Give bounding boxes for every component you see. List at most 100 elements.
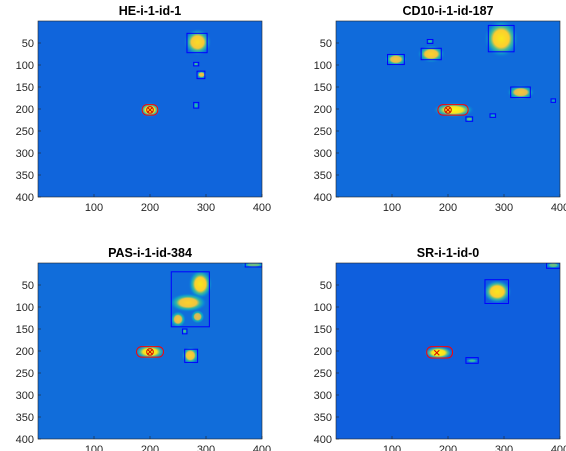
y-tick-label: 50: [22, 280, 34, 292]
center-marker: [146, 106, 154, 114]
y-tick-label: 200: [314, 346, 332, 358]
heatmap-blob: [182, 328, 188, 334]
y-tick-label: 350: [16, 170, 34, 182]
heatmap-blob: [550, 98, 556, 103]
x-tick-label: 100: [383, 202, 401, 214]
blue-box: [170, 271, 210, 328]
x-tick-label: 200: [141, 202, 159, 214]
blue-box: [426, 38, 434, 44]
x-tick-label: 400: [253, 202, 271, 214]
heatmap-blob: [464, 116, 474, 122]
red-box: [426, 346, 453, 359]
y-tick-label: 150: [314, 324, 332, 336]
y-tick-label: 250: [314, 368, 332, 380]
y-tick-label: 200: [314, 104, 332, 116]
x-tick-label: 200: [439, 444, 457, 451]
blue-box: [550, 98, 557, 103]
marker-circle: [444, 106, 452, 114]
blue-box: [387, 53, 405, 66]
heatmap-blob: [183, 28, 212, 56]
y-tick-label: 100: [16, 302, 34, 314]
heatmap-blob: [196, 70, 207, 79]
heatmap-blob: [384, 52, 408, 67]
heatmap-blob: [193, 62, 199, 67]
y-tick-label: 300: [314, 148, 332, 160]
heatmap-image: [134, 263, 262, 365]
x-tick-label: 100: [85, 202, 103, 214]
blue-box: [489, 113, 497, 118]
blue-box: [465, 116, 474, 122]
marker-cross: [433, 349, 440, 356]
blue-box: [484, 279, 509, 304]
y-tick-label: 350: [314, 412, 332, 424]
blue-box: [193, 61, 200, 67]
y-tick-label: 100: [314, 302, 332, 314]
heatmap-blob: [417, 45, 446, 63]
blue-box: [196, 70, 206, 80]
subplot-2: CD10-i-1-id-187 50 100 150 200 250 300 350 400 10…: [314, 4, 566, 214]
heatmap-image: [423, 263, 560, 364]
y-tick-label: 150: [314, 82, 332, 94]
x-tick-label: 300: [197, 202, 215, 214]
heatmap-image: [384, 21, 557, 122]
y-tick-label: 200: [16, 346, 34, 358]
red-box: [437, 104, 469, 116]
y-tick-label: 250: [16, 368, 34, 380]
marker-cross: [147, 107, 153, 113]
y-tick-label: 50: [320, 280, 332, 292]
y-tick-label: 400: [314, 434, 332, 446]
heatmap-blob: [466, 358, 479, 363]
y-tick-label: 300: [314, 390, 332, 402]
y-tick-label: 300: [16, 390, 34, 402]
heatmap-blob: [193, 102, 199, 109]
y-tick-label: 350: [314, 170, 332, 182]
y-tick-label: 250: [314, 126, 332, 138]
heatmap-image: [139, 28, 212, 118]
blue-box: [186, 32, 208, 54]
y-tick-label: 400: [16, 192, 34, 204]
heatmap-blob: [170, 311, 186, 328]
center-marker: [433, 349, 440, 356]
y-tick-label: 100: [314, 60, 332, 72]
y-tick-label: 400: [16, 434, 34, 446]
heatmap-blob: [482, 279, 513, 304]
red-box: [136, 346, 164, 358]
plot-title: HE-i-1-id-1: [119, 4, 182, 18]
x-tick-label: 300: [495, 202, 513, 214]
blue-box: [181, 328, 188, 335]
blue-box: [465, 357, 479, 364]
x-tick-label: 200: [439, 202, 457, 214]
x-tick-label: 300: [197, 444, 215, 451]
x-tick-label: 100: [383, 444, 401, 451]
center-marker: [444, 106, 452, 114]
heatmap-blob: [168, 293, 208, 313]
heatmap-blob: [489, 113, 497, 118]
heatmap-blob: [483, 21, 519, 58]
y-tick-label: 350: [16, 412, 34, 424]
x-tick-label: 300: [495, 444, 513, 451]
subplot-1: HE-i-1-id-1 50 100 150 200 250 300 350 400 100 200…: [16, 4, 272, 214]
subplot-3: PAS-i-1-id-384 50 100 150 200 250 300 350 400 100…: [16, 246, 272, 451]
plot-title: PAS-i-1-id-384: [108, 246, 192, 260]
heatmap-blob: [432, 102, 475, 118]
heatmap-blob: [545, 263, 560, 269]
heatmap-blob: [188, 269, 213, 300]
plot-title: CD10-i-1-id-187: [403, 4, 494, 18]
y-tick-label: 150: [16, 324, 34, 336]
y-tick-label: 300: [16, 148, 34, 160]
blue-box: [420, 47, 442, 61]
y-tick-label: 50: [320, 38, 332, 50]
x-tick-label: 400: [253, 444, 271, 451]
heatmap-blob: [426, 39, 434, 44]
marker-cross: [147, 349, 153, 355]
plot-title: SR-i-1-id-0: [417, 246, 480, 260]
y-tick-label: 200: [16, 104, 34, 116]
x-tick-label: 400: [551, 202, 566, 214]
y-tick-label: 150: [16, 82, 34, 94]
subplot-4: SR-i-1-id-0 50 100 150 200 250 300 350 400 100 200…: [314, 246, 566, 451]
red-box: [141, 104, 159, 116]
y-tick-label: 250: [16, 126, 34, 138]
blue-box: [193, 101, 200, 109]
marker-circle: [146, 348, 154, 356]
heatmap-blob: [506, 84, 535, 100]
